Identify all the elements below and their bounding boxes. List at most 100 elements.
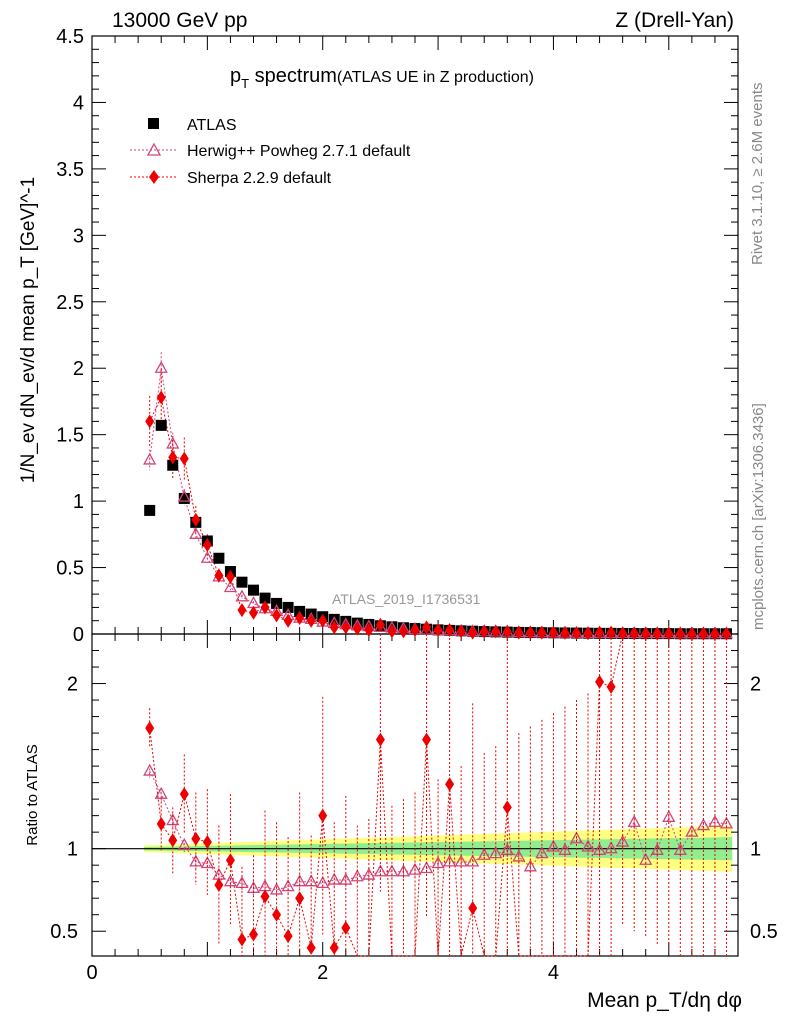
main-y-axis: 0 0.5 1 1.5 2 2.5 3 3.5 4 4.5 — [56, 26, 738, 646]
plot-title: pT spectrum(ATLAS UE in Z production) — [230, 65, 534, 91]
sherpa-ratio-point — [306, 940, 316, 955]
sherpa-ratio-point — [445, 777, 455, 792]
herwig-ratio-point — [558, 842, 572, 855]
x-tick-label: 4 — [548, 962, 559, 984]
atlas-point — [271, 597, 283, 609]
legend-herwig-marker — [146, 142, 162, 156]
main-y-tick-label: 3.5 — [56, 159, 84, 181]
sherpa-point — [560, 625, 570, 640]
x-tick-label: 2 — [317, 962, 328, 984]
herwig-ratio-point — [604, 841, 618, 854]
y-axis-title: 1/N_ev dN_ev/d mean p_T [GeV]^-1 — [18, 177, 39, 483]
sherpa-point — [398, 624, 408, 639]
sherpa-ratio-line — [149, 633, 727, 957]
ratio-panel-frame — [91, 633, 739, 957]
sherpa-point — [364, 623, 374, 638]
sherpa-point — [687, 626, 697, 641]
sherpa-ratio-point — [179, 787, 189, 802]
atlas-point — [236, 576, 248, 588]
sherpa-point — [618, 626, 628, 641]
herwig-ratio-point — [304, 874, 318, 887]
sherpa-point — [537, 625, 547, 640]
herwig-ratio-point — [443, 854, 457, 867]
ratio-series — [143, 633, 734, 957]
herwig-ratio-point — [385, 864, 399, 877]
x-tick-label: 0 — [86, 962, 97, 984]
herwig-ratio-point — [269, 882, 284, 895]
sherpa-ratio-point — [606, 679, 616, 694]
sherpa-point — [422, 620, 432, 635]
ratio-y-tick-label: 0.5 — [50, 921, 78, 943]
atlas-point — [178, 492, 190, 504]
herwig-point — [189, 526, 203, 539]
sherpa-point — [548, 625, 558, 640]
herwig-ratio-point — [696, 818, 710, 831]
ratio-y-tick-label-right: 2 — [750, 674, 761, 696]
herwig-point — [166, 436, 180, 449]
sherpa-point — [606, 625, 616, 640]
herwig-ratio-point — [200, 856, 214, 869]
plot-title-main: p — [230, 65, 241, 87]
sherpa-point — [445, 623, 455, 638]
herwig-ratio-point — [143, 763, 157, 776]
legend-sherpa-label: Sherpa 2.2.9 default — [187, 170, 332, 187]
main-y-tick-label: 2.5 — [56, 292, 84, 314]
sherpa-ratio-point — [237, 932, 247, 947]
herwig-point — [235, 589, 249, 602]
mcplots-label: mcplots.cern.ch [arXiv:1306.3436] — [750, 403, 767, 630]
sherpa-ratio-point — [295, 891, 305, 906]
sherpa-point — [168, 450, 178, 465]
main-y-tick-label: 0.5 — [56, 558, 84, 580]
sherpa-ratio-point — [272, 907, 282, 922]
sherpa-point — [145, 414, 155, 429]
atlas-point — [144, 504, 156, 516]
atlas-point — [282, 601, 294, 613]
header-left: 13000 GeV pp — [112, 9, 247, 32]
herwig-ratio-point — [316, 875, 330, 888]
sherpa-point — [491, 624, 501, 639]
legend-atlas-label: ATLAS — [187, 117, 237, 134]
sherpa-point — [318, 613, 328, 628]
sherpa-point — [664, 626, 674, 641]
sherpa-point — [652, 626, 662, 641]
legend-atlas-marker — [148, 118, 159, 129]
sherpa-ratio-point — [191, 831, 201, 846]
sherpa-point — [272, 608, 282, 623]
sherpa-point — [295, 611, 305, 626]
plot-title-rest: spectrum — [249, 65, 337, 87]
sherpa-ratio-point — [156, 816, 166, 831]
sherpa-point — [283, 613, 293, 628]
atlas-point — [155, 419, 167, 431]
herwig-ratio-point — [662, 809, 676, 822]
sherpa-point — [456, 624, 466, 639]
herwig-point — [177, 489, 191, 502]
sherpa-point — [514, 625, 524, 640]
sherpa-point — [352, 621, 362, 636]
sherpa-point — [387, 624, 397, 639]
main-y-tick-label: 4.5 — [56, 26, 84, 48]
herwig-point — [223, 580, 238, 593]
herwig-ratio-point — [477, 847, 491, 860]
sherpa-ratio-point — [329, 940, 339, 955]
ratio-y-axis-title: Ratio to ATLAS — [24, 744, 41, 845]
atlas-point — [213, 552, 225, 564]
sherpa-point — [502, 624, 512, 639]
sherpa-point — [202, 537, 212, 552]
herwig-ratio-point — [639, 852, 653, 865]
herwig-ratio-point — [454, 854, 468, 867]
sherpa-point — [260, 600, 270, 615]
sherpa-point — [410, 623, 420, 638]
herwig-point — [200, 550, 214, 563]
sherpa-point — [306, 613, 316, 628]
sherpa-point — [375, 617, 385, 632]
sherpa-ratio-point — [214, 877, 224, 892]
x-axis-title: Mean p_T/dη dφ — [587, 989, 742, 1012]
herwig-ratio-point — [466, 854, 480, 867]
sherpa-point — [479, 624, 489, 639]
herwig-point — [143, 452, 157, 465]
plot-title-sub: T — [241, 76, 249, 91]
sherpa-ratio-point — [468, 901, 478, 916]
atlas-point — [167, 459, 179, 471]
sherpa-point — [249, 605, 258, 620]
ratio-y-tick-label-right: 1 — [750, 839, 761, 861]
